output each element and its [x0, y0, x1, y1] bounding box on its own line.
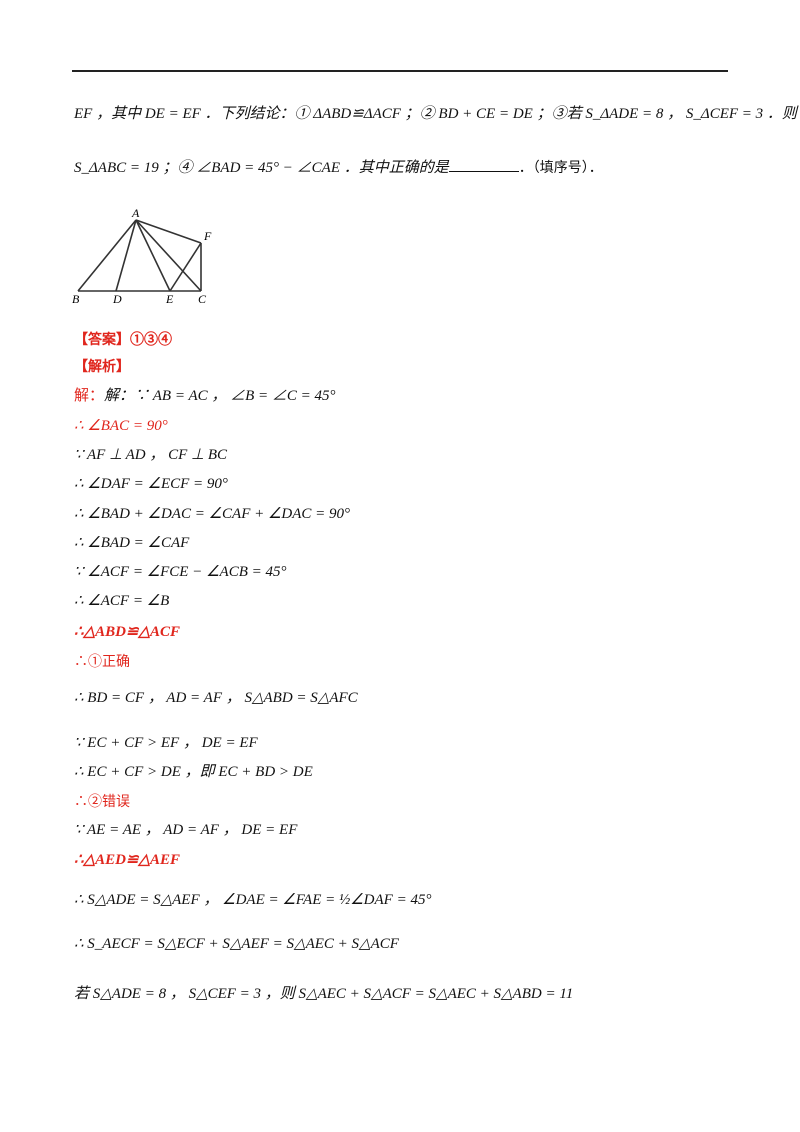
problem-line-1: EF ，其中 DE = EF ．下列结论：① ΔABD≌ΔACF ；② BD +…	[74, 106, 797, 122]
solution-step-15: ∵ AE = AE ， AD = AF ， DE = EF	[74, 822, 298, 838]
segment-ac	[135, 219, 202, 292]
label-f: F	[203, 229, 212, 243]
solution-step-7: ∵ ∠ACF = ∠FCE − ∠ACB = 45°	[74, 564, 287, 580]
solution-step-16: ∴△AED≌△AEF	[74, 852, 181, 868]
solution-step-9: ∴△ABD≌△ACF	[74, 624, 181, 640]
solution-step-1: 解：解：∵ AB = AC ， ∠B = ∠C = 45°	[74, 388, 336, 404]
segment-ad	[115, 219, 137, 292]
geometry-figure: A B D E C F	[72, 206, 212, 306]
segment-ab	[77, 219, 137, 292]
solution-step-19: 若 S△ADE = 8 ， S△CEF = 3 ，则 S△AEC + S△ACF…	[74, 986, 574, 1002]
segment-ae	[135, 219, 171, 292]
solution-step-10: ∴①正确	[74, 654, 130, 670]
solution-step-4: ∴ ∠DAF = ∠ECF = 90°	[74, 476, 228, 492]
label-d: D	[112, 292, 122, 306]
label-c: C	[198, 292, 207, 306]
solution-step-8: ∴ ∠ACF = ∠B	[74, 593, 170, 609]
label-b: B	[72, 292, 80, 306]
solution-step-17: ∴ S△ADE = S△AEF ， ∠DAE = ∠FAE = ½∠DAF = …	[74, 892, 432, 908]
label-e: E	[165, 292, 174, 306]
solution-step-18: ∴ S_AECF = S△ECF + S△AEF = S△AEC + S△ACF	[74, 936, 399, 952]
solution-step-11: ∴ BD = CF ， AD = AF ， S△ABD = S△AFC	[74, 690, 358, 706]
solution-step-5: ∴ ∠BAD + ∠DAC = ∠CAF + ∠DAC = 90°	[74, 506, 351, 522]
segment-ef	[169, 242, 202, 292]
top-rule	[72, 70, 728, 72]
solution-step-3: ∵ AF ⊥ AD ， CF ⊥ BC	[74, 447, 228, 463]
label-a: A	[131, 206, 140, 220]
segment-af	[135, 219, 202, 244]
answer-blank	[448, 159, 519, 172]
solution-step-6: ∴ ∠BAD = ∠CAF	[74, 535, 190, 551]
problem-line-2: S_ΔABC = 19 ；④ ∠BAD = 45° − ∠CAE ．其中正确的是…	[74, 159, 603, 176]
solution-step-2: ∴ ∠BAC = 90°	[74, 418, 168, 434]
solution-step-13: ∴ EC + CF > DE ，即 EC + BD > DE	[74, 764, 313, 780]
answer-line: 【答案】①③④	[74, 332, 172, 348]
solution-step-14: ∴②错误	[74, 794, 130, 810]
solution-step-12: ∵ EC + CF > EF ， DE = EF	[74, 735, 258, 751]
analysis-tag: 【解析】	[74, 359, 130, 375]
